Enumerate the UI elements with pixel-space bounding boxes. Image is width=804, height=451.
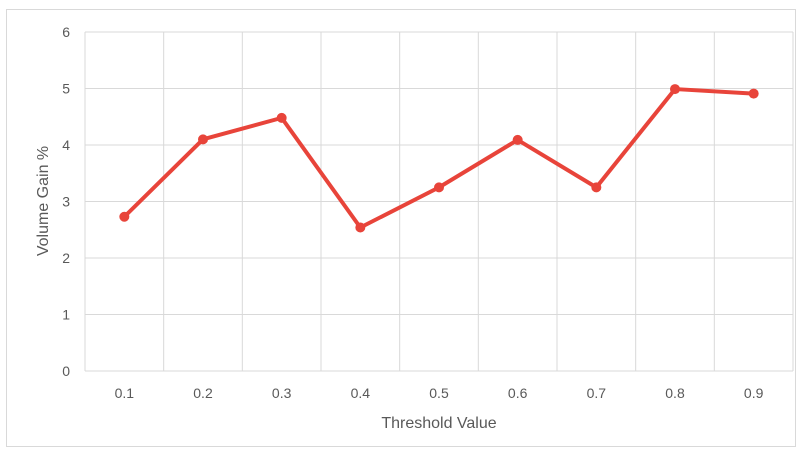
x-tick-label: 0.7	[587, 385, 607, 401]
y-tick-label: 6	[62, 24, 70, 40]
data-point	[119, 211, 130, 222]
y-tick-label: 3	[62, 194, 70, 210]
data-point	[276, 112, 287, 123]
data-point	[512, 134, 523, 145]
y-axis-ticks: 0 1 2 3 4 5 6	[62, 24, 70, 379]
series-layer	[119, 84, 759, 233]
x-tick-label: 0.1	[115, 385, 135, 401]
x-tick-label: 0.4	[351, 385, 371, 401]
y-tick-label: 1	[62, 307, 70, 323]
data-point	[670, 84, 680, 95]
x-axis-title: Threshold Value	[381, 415, 496, 432]
data-point	[591, 182, 602, 193]
x-tick-label: 0.3	[272, 385, 292, 401]
x-tick-label: 0.9	[744, 385, 764, 401]
data-point	[434, 182, 444, 193]
x-axis-ticks: 0.1 0.2 0.3 0.4 0.5 0.6 0.7 0.8 0.9	[115, 385, 764, 401]
data-point	[748, 88, 759, 99]
series-line	[122, 87, 756, 230]
y-tick-label: 5	[62, 81, 70, 97]
gridlines	[84, 31, 794, 372]
data-point	[355, 222, 366, 233]
y-tick-label: 2	[62, 250, 70, 266]
y-tick-label: 4	[62, 137, 70, 153]
chart-frame	[6, 9, 796, 447]
x-tick-label: 0.8	[665, 385, 685, 401]
y-axis-title: Volume Gain %	[35, 146, 52, 256]
x-tick-label: 0.5	[429, 385, 449, 401]
x-tick-label: 0.2	[193, 385, 213, 401]
x-tick-label: 0.6	[508, 385, 528, 401]
y-tick-label: 0	[62, 363, 70, 379]
data-point	[198, 134, 208, 145]
